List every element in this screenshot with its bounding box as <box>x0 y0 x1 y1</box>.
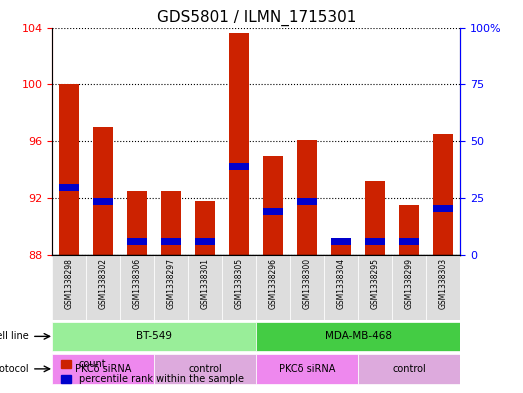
FancyBboxPatch shape <box>188 255 222 320</box>
Bar <box>433 134 453 255</box>
FancyBboxPatch shape <box>324 255 358 320</box>
Bar <box>297 140 317 255</box>
Bar <box>331 241 351 255</box>
Legend: count, percentile rank within the sample: count, percentile rank within the sample <box>57 356 247 388</box>
FancyBboxPatch shape <box>154 354 256 384</box>
Text: BT-549: BT-549 <box>137 331 172 342</box>
Text: GSM1338300: GSM1338300 <box>303 258 312 309</box>
FancyBboxPatch shape <box>358 354 460 384</box>
Text: GSM1338296: GSM1338296 <box>269 258 278 309</box>
Text: PKCδ siRNA: PKCδ siRNA <box>75 364 131 374</box>
Text: GSM1338305: GSM1338305 <box>235 258 244 309</box>
Bar <box>59 184 79 191</box>
FancyBboxPatch shape <box>52 255 86 320</box>
Bar <box>365 181 385 255</box>
Text: GSM1338299: GSM1338299 <box>405 258 414 309</box>
Text: GSM1338301: GSM1338301 <box>201 258 210 309</box>
Text: PKCδ siRNA: PKCδ siRNA <box>279 364 335 374</box>
FancyBboxPatch shape <box>52 322 256 351</box>
FancyBboxPatch shape <box>358 255 392 320</box>
Bar <box>263 208 283 215</box>
Text: control: control <box>188 364 222 374</box>
Text: cell line: cell line <box>0 331 28 342</box>
Text: GSM1338302: GSM1338302 <box>99 258 108 309</box>
Bar <box>59 84 79 255</box>
Text: protocol: protocol <box>0 364 28 374</box>
Bar <box>127 238 147 245</box>
Bar <box>93 198 113 205</box>
FancyBboxPatch shape <box>222 255 256 320</box>
Bar <box>331 238 351 245</box>
FancyBboxPatch shape <box>290 255 324 320</box>
Bar <box>195 238 215 245</box>
Text: MDA-MB-468: MDA-MB-468 <box>325 331 392 342</box>
FancyBboxPatch shape <box>86 255 120 320</box>
Bar <box>195 201 215 255</box>
FancyBboxPatch shape <box>256 354 358 384</box>
Bar <box>229 33 249 255</box>
FancyBboxPatch shape <box>392 255 426 320</box>
FancyBboxPatch shape <box>256 255 290 320</box>
Text: control: control <box>392 364 426 374</box>
Text: GSM1338304: GSM1338304 <box>337 258 346 309</box>
FancyBboxPatch shape <box>256 322 460 351</box>
Title: GDS5801 / ILMN_1715301: GDS5801 / ILMN_1715301 <box>156 10 356 26</box>
FancyBboxPatch shape <box>52 354 154 384</box>
Text: GSM1338297: GSM1338297 <box>167 258 176 309</box>
Bar <box>229 163 249 170</box>
Bar <box>399 205 419 255</box>
Bar <box>433 205 453 213</box>
FancyBboxPatch shape <box>154 255 188 320</box>
Text: GSM1338295: GSM1338295 <box>371 258 380 309</box>
Bar <box>93 127 113 255</box>
Text: GSM1338298: GSM1338298 <box>65 258 74 309</box>
Text: GSM1338306: GSM1338306 <box>133 258 142 309</box>
FancyBboxPatch shape <box>120 255 154 320</box>
Bar <box>263 156 283 255</box>
Bar <box>127 191 147 255</box>
Bar <box>297 198 317 205</box>
Bar <box>161 191 181 255</box>
Bar <box>365 238 385 245</box>
Bar <box>399 238 419 245</box>
FancyBboxPatch shape <box>426 255 460 320</box>
Text: GSM1338303: GSM1338303 <box>439 258 448 309</box>
Bar <box>161 238 181 245</box>
